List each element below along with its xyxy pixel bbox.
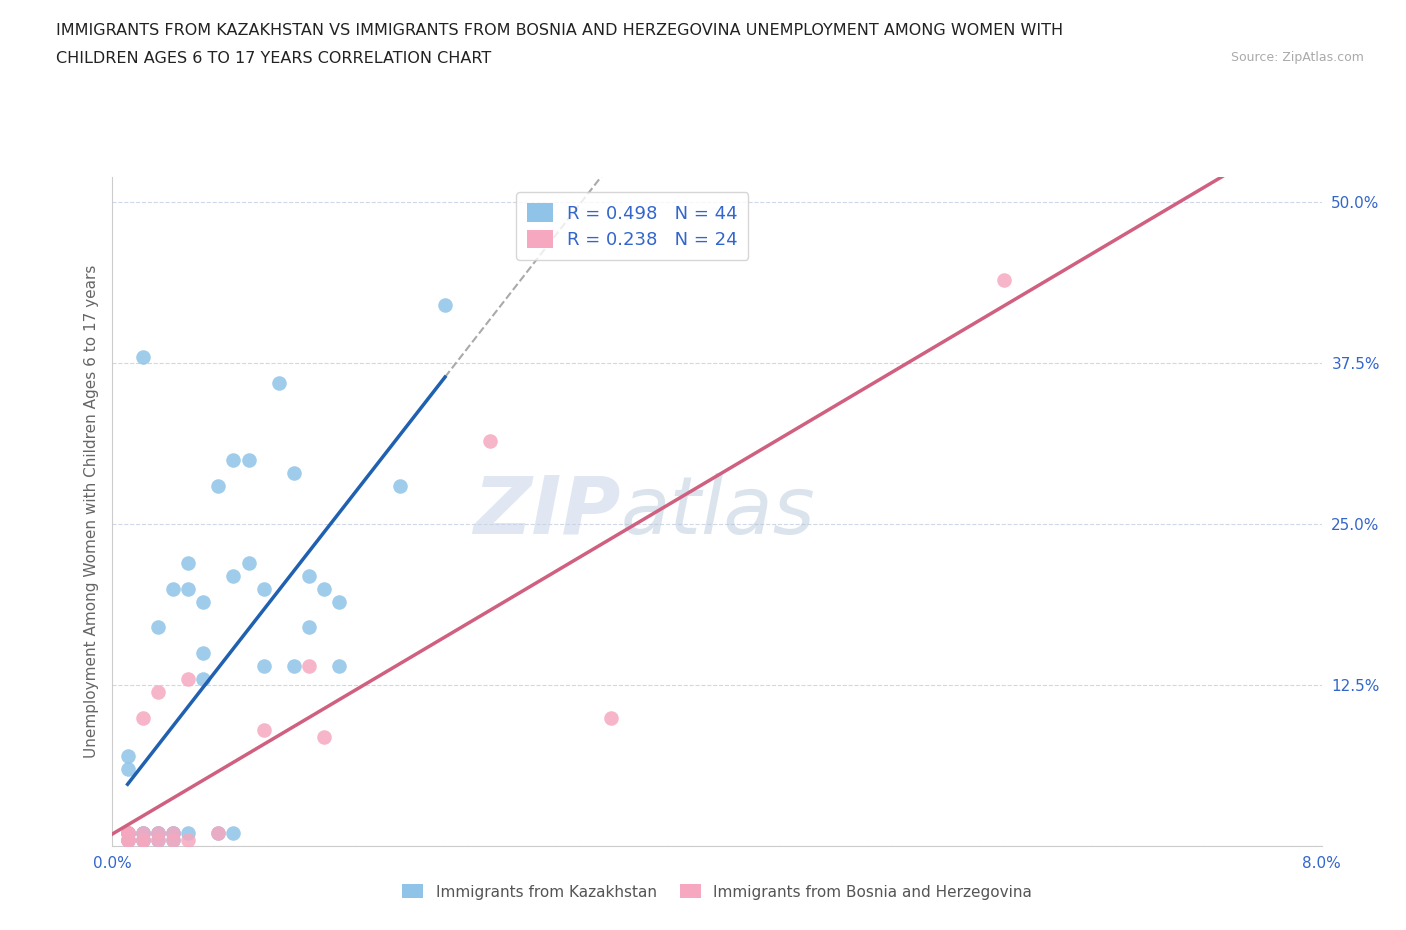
Point — [177, 826, 200, 841]
Point — [328, 658, 350, 673]
Point — [177, 671, 200, 686]
Point — [328, 594, 350, 609]
Point — [132, 711, 155, 725]
Y-axis label: Unemployment Among Women with Children Ages 6 to 17 years: Unemployment Among Women with Children A… — [83, 265, 98, 758]
Point — [132, 832, 155, 847]
Point — [146, 832, 169, 847]
Point — [117, 832, 139, 847]
Point — [177, 555, 200, 570]
Point — [146, 620, 169, 635]
Point — [191, 645, 215, 660]
Point — [177, 832, 200, 847]
Point — [117, 832, 139, 847]
Point — [283, 465, 305, 480]
Point — [162, 832, 184, 847]
Point — [162, 826, 184, 841]
Point — [479, 433, 502, 448]
Point — [117, 826, 139, 841]
Point — [132, 832, 155, 847]
Point — [117, 832, 139, 847]
Point — [238, 555, 260, 570]
Text: Source: ZipAtlas.com: Source: ZipAtlas.com — [1230, 51, 1364, 64]
Point — [253, 723, 276, 737]
Point — [146, 826, 169, 841]
Point — [146, 826, 169, 841]
Point — [132, 826, 155, 841]
Point — [253, 658, 276, 673]
Point — [298, 620, 321, 635]
Point — [177, 581, 200, 596]
Text: atlas: atlas — [620, 472, 815, 551]
Point — [222, 826, 245, 841]
Point — [117, 826, 139, 841]
Point — [238, 453, 260, 468]
Point — [117, 749, 139, 764]
Point — [298, 658, 321, 673]
Point — [132, 826, 155, 841]
Point — [993, 272, 1015, 287]
Point — [117, 762, 139, 777]
Point — [162, 826, 184, 841]
Point — [312, 729, 335, 744]
Point — [191, 671, 215, 686]
Text: CHILDREN AGES 6 TO 17 YEARS CORRELATION CHART: CHILDREN AGES 6 TO 17 YEARS CORRELATION … — [56, 51, 492, 66]
Point — [298, 568, 321, 583]
Point — [222, 568, 245, 583]
Point — [132, 832, 155, 847]
Point — [162, 826, 184, 841]
Point — [117, 826, 139, 841]
Point — [207, 826, 229, 841]
Point — [117, 826, 139, 841]
Point — [146, 832, 169, 847]
Point — [162, 581, 184, 596]
Legend: Immigrants from Kazakhstan, Immigrants from Bosnia and Herzegovina: Immigrants from Kazakhstan, Immigrants f… — [396, 878, 1038, 906]
Point — [600, 711, 623, 725]
Point — [146, 826, 169, 841]
Point — [312, 581, 335, 596]
Point — [222, 453, 245, 468]
Point — [117, 832, 139, 847]
Point — [433, 298, 456, 312]
Text: ZIP: ZIP — [472, 472, 620, 551]
Point — [207, 478, 229, 493]
Point — [117, 826, 139, 841]
Point — [253, 581, 276, 596]
Point — [117, 826, 139, 841]
Point — [132, 350, 155, 365]
Point — [388, 478, 411, 493]
Point — [267, 376, 290, 391]
Point — [162, 832, 184, 847]
Text: IMMIGRANTS FROM KAZAKHSTAN VS IMMIGRANTS FROM BOSNIA AND HERZEGOVINA UNEMPLOYMEN: IMMIGRANTS FROM KAZAKHSTAN VS IMMIGRANTS… — [56, 23, 1063, 38]
Point — [132, 826, 155, 841]
Point — [191, 594, 215, 609]
Point — [207, 826, 229, 841]
Point — [132, 832, 155, 847]
Point — [146, 684, 169, 699]
Point — [283, 658, 305, 673]
